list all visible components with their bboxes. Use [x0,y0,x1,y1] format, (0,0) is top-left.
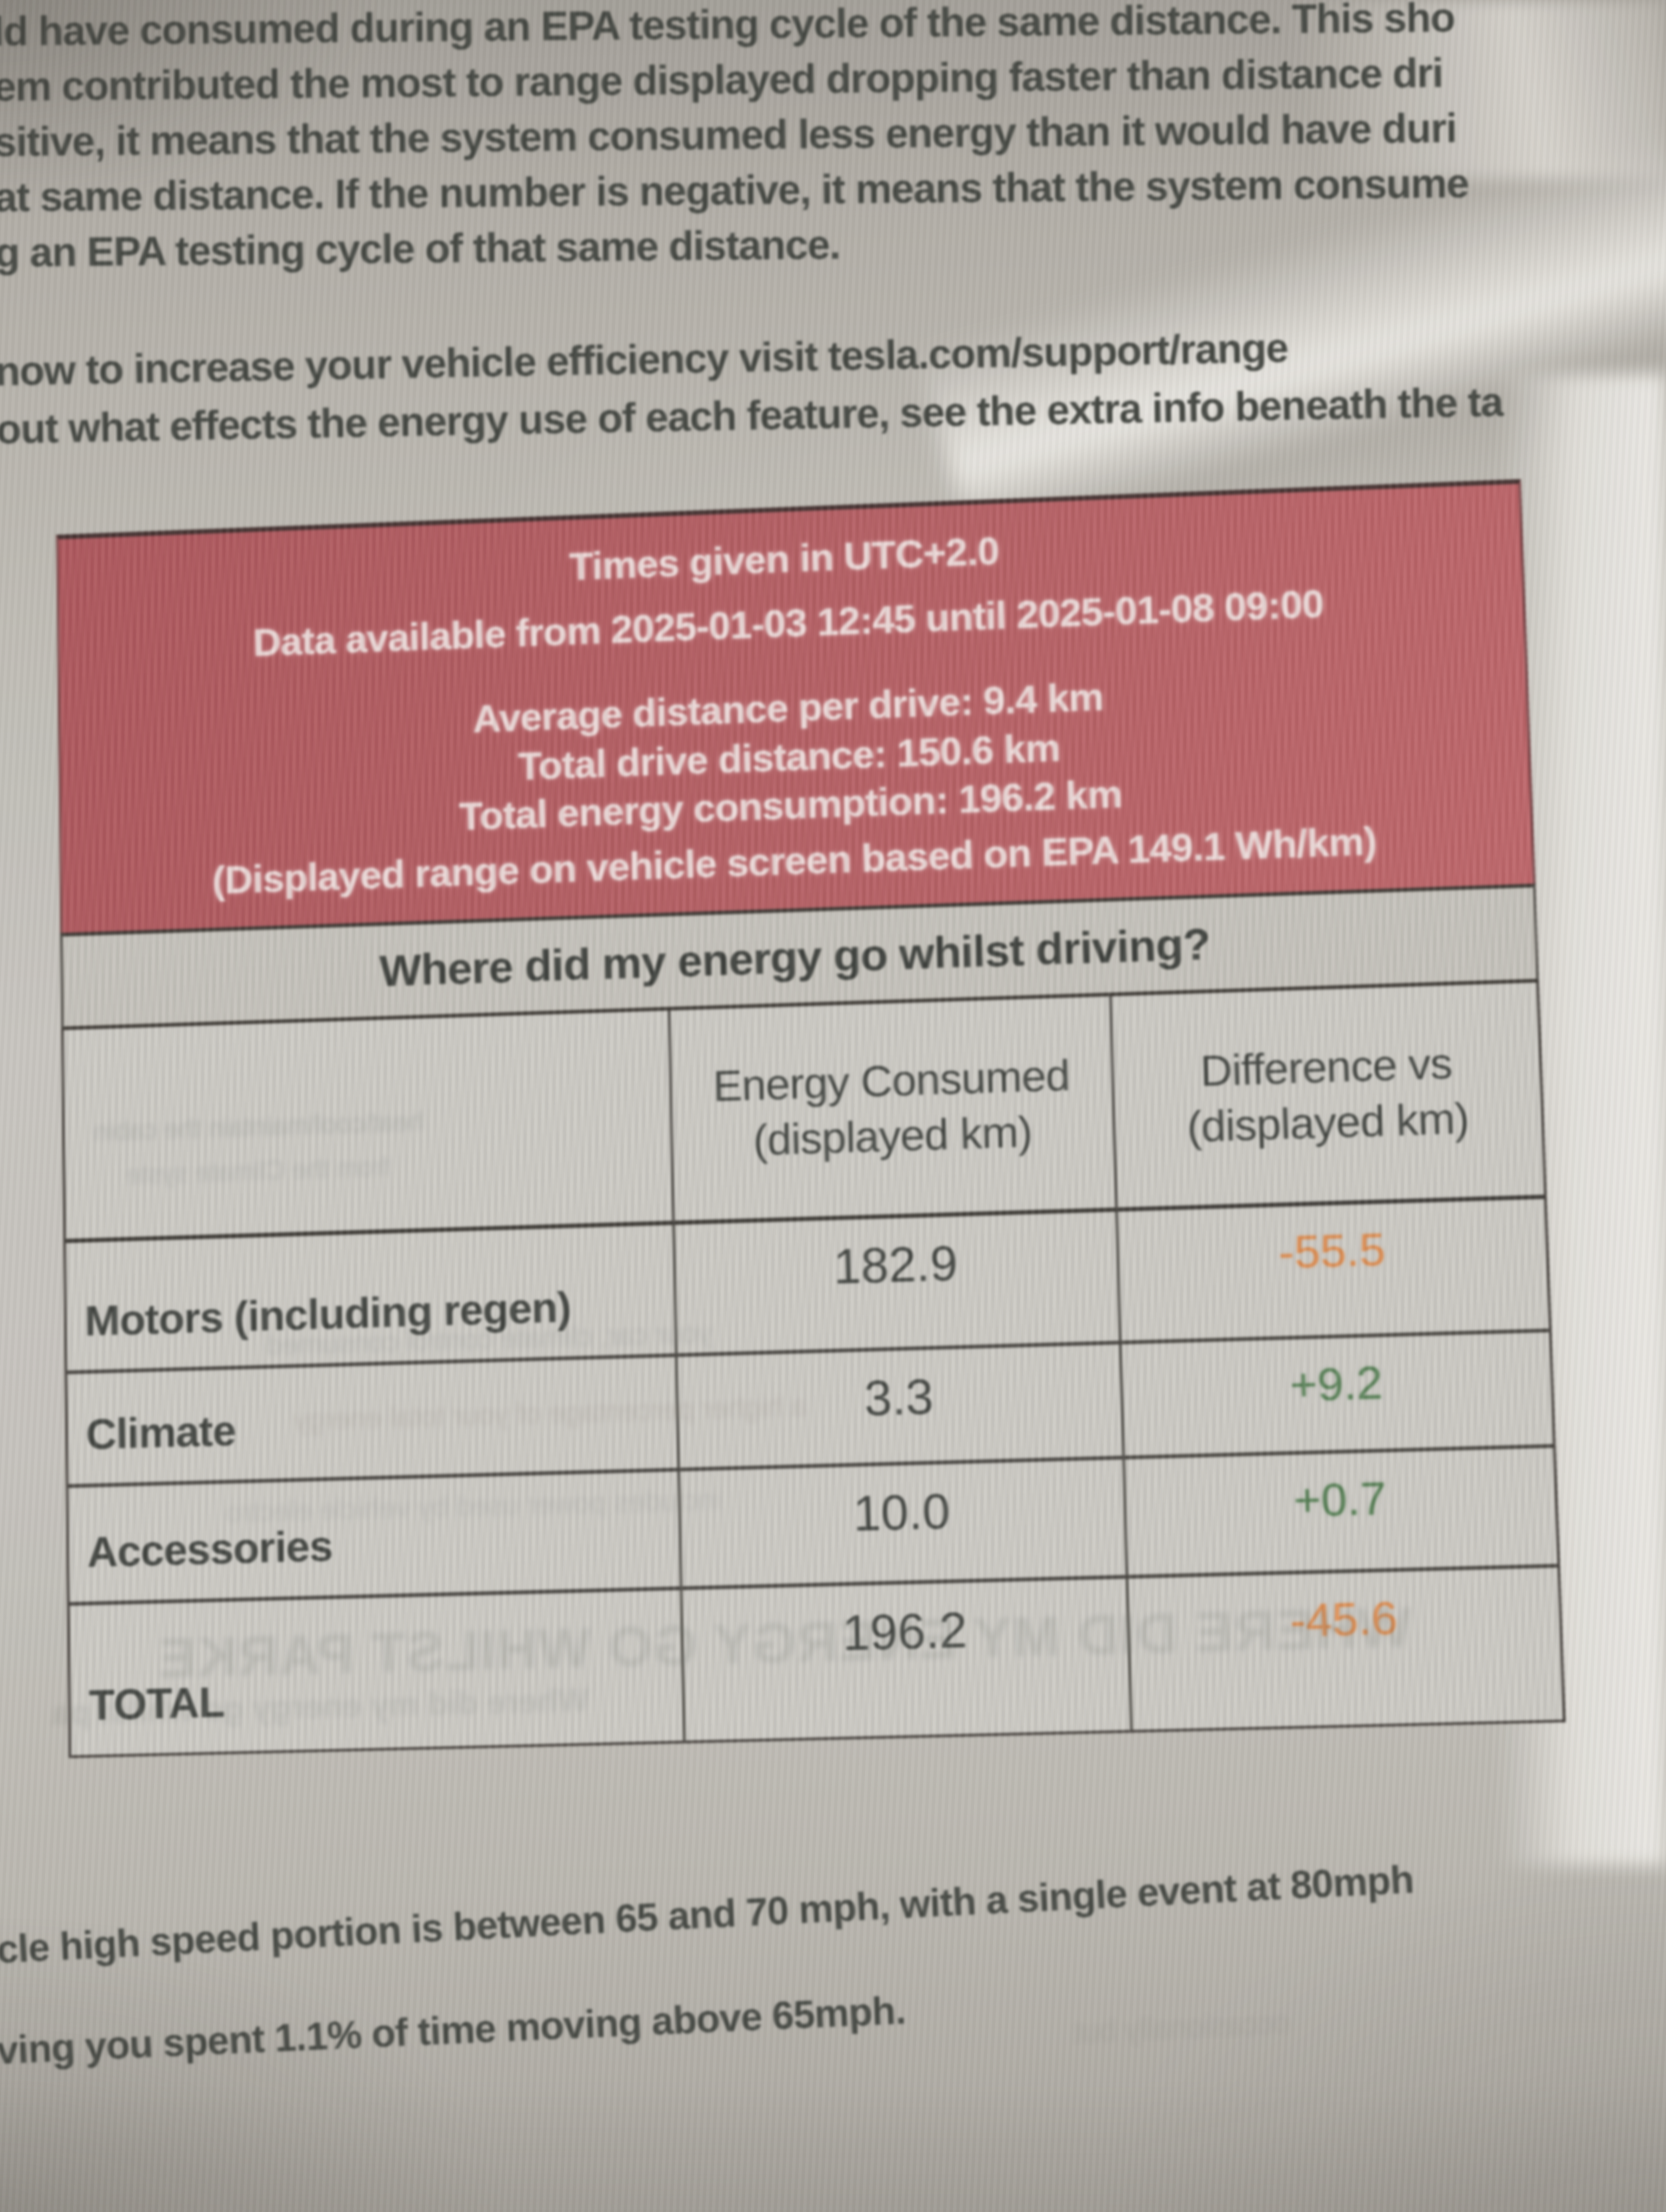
paper-corner-highlight [1151,0,1666,179]
